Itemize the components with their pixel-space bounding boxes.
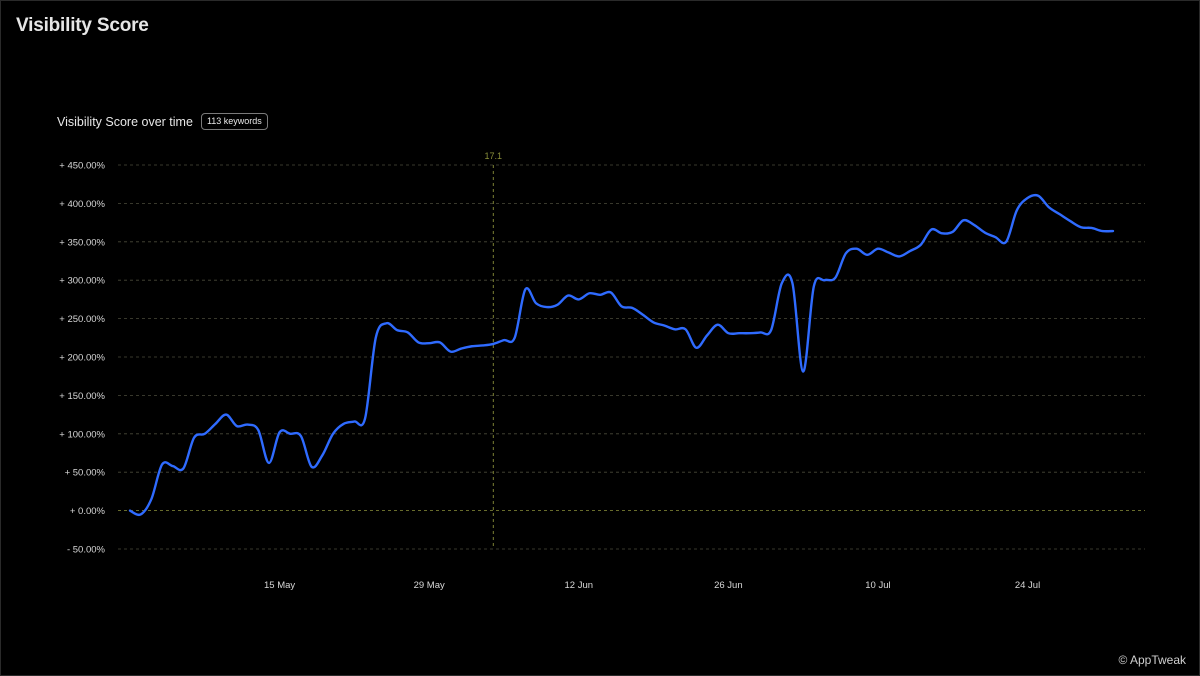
- y-tick-label: + 400.00%: [59, 199, 105, 210]
- apptweak-brand: © AppTweak: [1118, 653, 1186, 667]
- x-tick-label: 10 Jul: [865, 580, 890, 591]
- y-tick-label: + 150.00%: [59, 391, 105, 402]
- y-tick-label: + 0.00%: [70, 506, 106, 517]
- y-tick-label: + 250.00%: [59, 314, 105, 325]
- y-tick-label: + 50.00%: [65, 468, 106, 479]
- x-tick-label: 29 May: [414, 580, 445, 591]
- y-tick-label: - 50.00%: [67, 545, 106, 556]
- x-tick-label: 15 May: [264, 580, 295, 591]
- y-tick-label: + 300.00%: [59, 276, 105, 287]
- y-tick-label: + 450.00%: [59, 161, 105, 172]
- x-tick-label: 24 Jul: [1015, 580, 1040, 591]
- page-title: Visibility Score: [16, 15, 149, 36]
- chart-title: Visibility Score over time: [57, 114, 193, 129]
- annotation-marker-label: 17.1: [485, 151, 503, 161]
- y-tick-label: + 100.00%: [59, 429, 105, 440]
- keywords-badge[interactable]: 113 keywords: [200, 113, 268, 130]
- series-line: [128, 193, 1115, 517]
- x-tick-label: 12 Jun: [564, 580, 593, 591]
- x-tick-label: 26 Jun: [714, 580, 743, 591]
- chart-header: Visibility Score over time 113 keywords: [57, 113, 268, 130]
- y-tick-label: + 200.00%: [59, 353, 105, 364]
- y-tick-label: + 350.00%: [59, 237, 105, 248]
